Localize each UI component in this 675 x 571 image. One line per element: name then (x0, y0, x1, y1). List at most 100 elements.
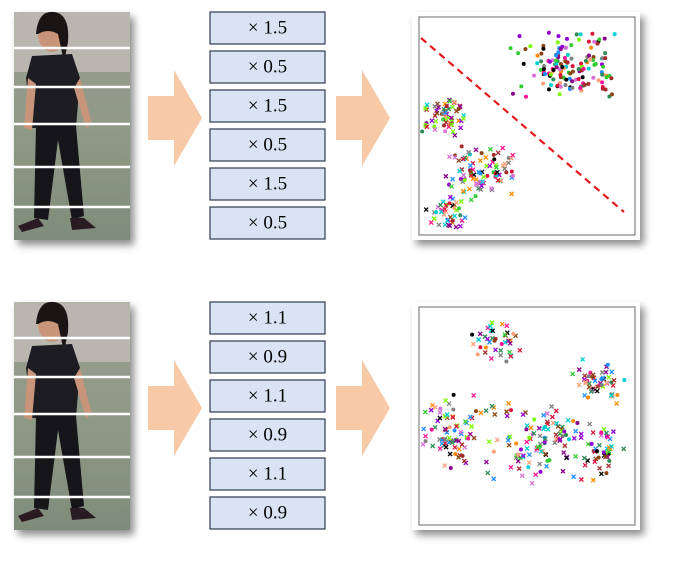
scatter-point (438, 406, 443, 411)
arm (24, 368, 92, 420)
scatter-point (437, 410, 443, 416)
scatter-point (494, 437, 500, 443)
scatter-point (578, 435, 584, 441)
scatter-point (453, 452, 458, 457)
scatter-point (592, 459, 598, 465)
scatter-point (561, 450, 567, 456)
scatter-point (541, 67, 546, 72)
scatter-point (499, 321, 505, 327)
scatter-point (542, 436, 548, 442)
scatter-point (541, 81, 546, 86)
scatter-point (554, 420, 560, 426)
scatter-point (554, 65, 559, 70)
scatter-point (597, 465, 603, 471)
scatter-point (462, 215, 468, 220)
scatter-point (473, 194, 478, 199)
scatter-point (502, 339, 508, 345)
scatter-point (446, 97, 452, 103)
scatter-point (508, 408, 513, 413)
scatter-point (477, 331, 483, 337)
scatter-point (591, 54, 596, 59)
scatter-point (554, 62, 559, 67)
scatter-point (539, 59, 544, 64)
scatter-point (605, 434, 611, 440)
scatter-point (545, 426, 551, 432)
scatter-point (434, 210, 439, 215)
scatter-point (461, 458, 467, 464)
scatter-point (600, 84, 605, 89)
multiplier-label: × 1.1 (248, 385, 287, 406)
scatter-point (428, 220, 434, 225)
scatter-point (595, 449, 600, 454)
scatter-point (588, 389, 594, 394)
scatter-point (504, 323, 510, 329)
scatter-point (606, 463, 612, 469)
scatter-point (520, 412, 526, 418)
scatter-point (470, 176, 476, 182)
scatter-point (421, 426, 427, 432)
multiplier-box (209, 418, 326, 452)
scatter-point (600, 80, 605, 85)
scatter-point (489, 403, 495, 409)
row: × 1.5 × 0.5 × 1.5 × 0.5 × 1.5 × 0.5 (14, 11, 640, 240)
scatter-point (450, 218, 455, 223)
scatter-point (519, 473, 525, 479)
scatter-point (470, 332, 475, 337)
scatter-point (565, 36, 570, 41)
scatter-point (471, 392, 477, 398)
scatter-point (508, 464, 514, 470)
scatter-point (436, 222, 442, 228)
scatter-point (585, 441, 591, 447)
scatter-point (449, 440, 455, 446)
scatter-point (505, 437, 511, 443)
scatter-point (448, 122, 454, 128)
scatter-point (558, 80, 563, 85)
scatter-point (592, 378, 598, 384)
arrow (148, 70, 202, 166)
scatter-point (471, 435, 477, 441)
scatter-point (424, 124, 430, 130)
scatter-point (507, 349, 513, 355)
scatter-point (517, 347, 523, 353)
scatter-point (456, 106, 461, 111)
scatter-point (478, 187, 484, 192)
scatter-point (589, 441, 594, 446)
scatter-point (441, 123, 446, 128)
scatter-point (564, 455, 569, 461)
scatter-point (509, 169, 514, 174)
multiplier-label: × 1.5 (248, 17, 287, 38)
scatter-point (493, 164, 499, 170)
scatter-point (516, 466, 522, 472)
scatter-point (488, 185, 494, 191)
scatter-point (594, 388, 600, 394)
scatter-point (466, 436, 471, 441)
scatter-point (581, 66, 586, 71)
scatter-point (621, 446, 627, 452)
scatter-point (588, 57, 593, 62)
scatter-point (531, 430, 537, 436)
scatter-point (544, 463, 550, 469)
scatter-point (443, 398, 449, 403)
scatter-point (557, 92, 562, 97)
scatter-point (590, 430, 596, 435)
scatter-point (578, 477, 584, 482)
scatter-point (447, 425, 452, 430)
scatter-point (563, 83, 568, 88)
scatter-point (570, 79, 575, 84)
scatter-point (535, 53, 540, 58)
scatter-point (614, 401, 620, 406)
scatter-point (600, 56, 605, 61)
scatter-point (449, 183, 455, 189)
scatter-point (546, 30, 551, 35)
scatter-point (458, 429, 464, 435)
scatter-point (560, 64, 565, 69)
scatter-point (576, 66, 581, 71)
scatter-point (448, 115, 454, 121)
scatter-point (477, 158, 483, 164)
scatter-point (603, 56, 608, 61)
scatter-point (586, 53, 591, 58)
scatter-point (457, 206, 462, 211)
scatter-point (556, 50, 561, 55)
scatter-point (502, 161, 508, 167)
scatter-point (575, 420, 580, 425)
